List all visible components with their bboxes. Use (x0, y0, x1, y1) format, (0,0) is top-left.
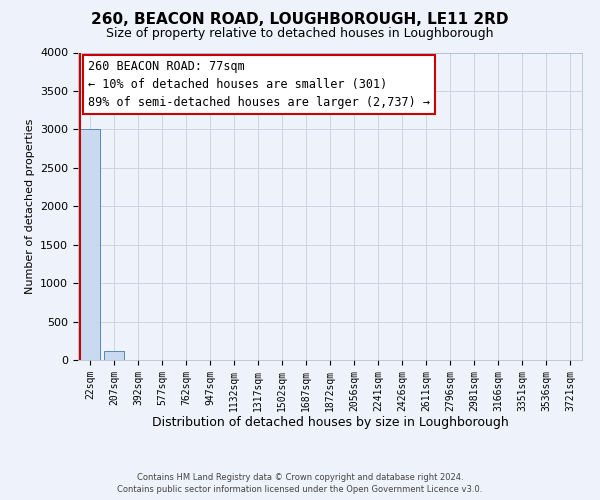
Text: Size of property relative to detached houses in Loughborough: Size of property relative to detached ho… (106, 28, 494, 40)
Text: 260 BEACON ROAD: 77sqm
← 10% of detached houses are smaller (301)
89% of semi-de: 260 BEACON ROAD: 77sqm ← 10% of detached… (88, 60, 430, 109)
Bar (80, 130, 100, 360)
Bar (104, 351, 124, 360)
X-axis label: Distribution of detached houses by size in Loughborough: Distribution of detached houses by size … (152, 416, 508, 430)
Y-axis label: Number of detached properties: Number of detached properties (25, 118, 35, 294)
Text: 260, BEACON ROAD, LOUGHBOROUGH, LE11 2RD: 260, BEACON ROAD, LOUGHBOROUGH, LE11 2RD (91, 12, 509, 28)
Text: Contains HM Land Registry data © Crown copyright and database right 2024.
Contai: Contains HM Land Registry data © Crown c… (118, 472, 482, 494)
